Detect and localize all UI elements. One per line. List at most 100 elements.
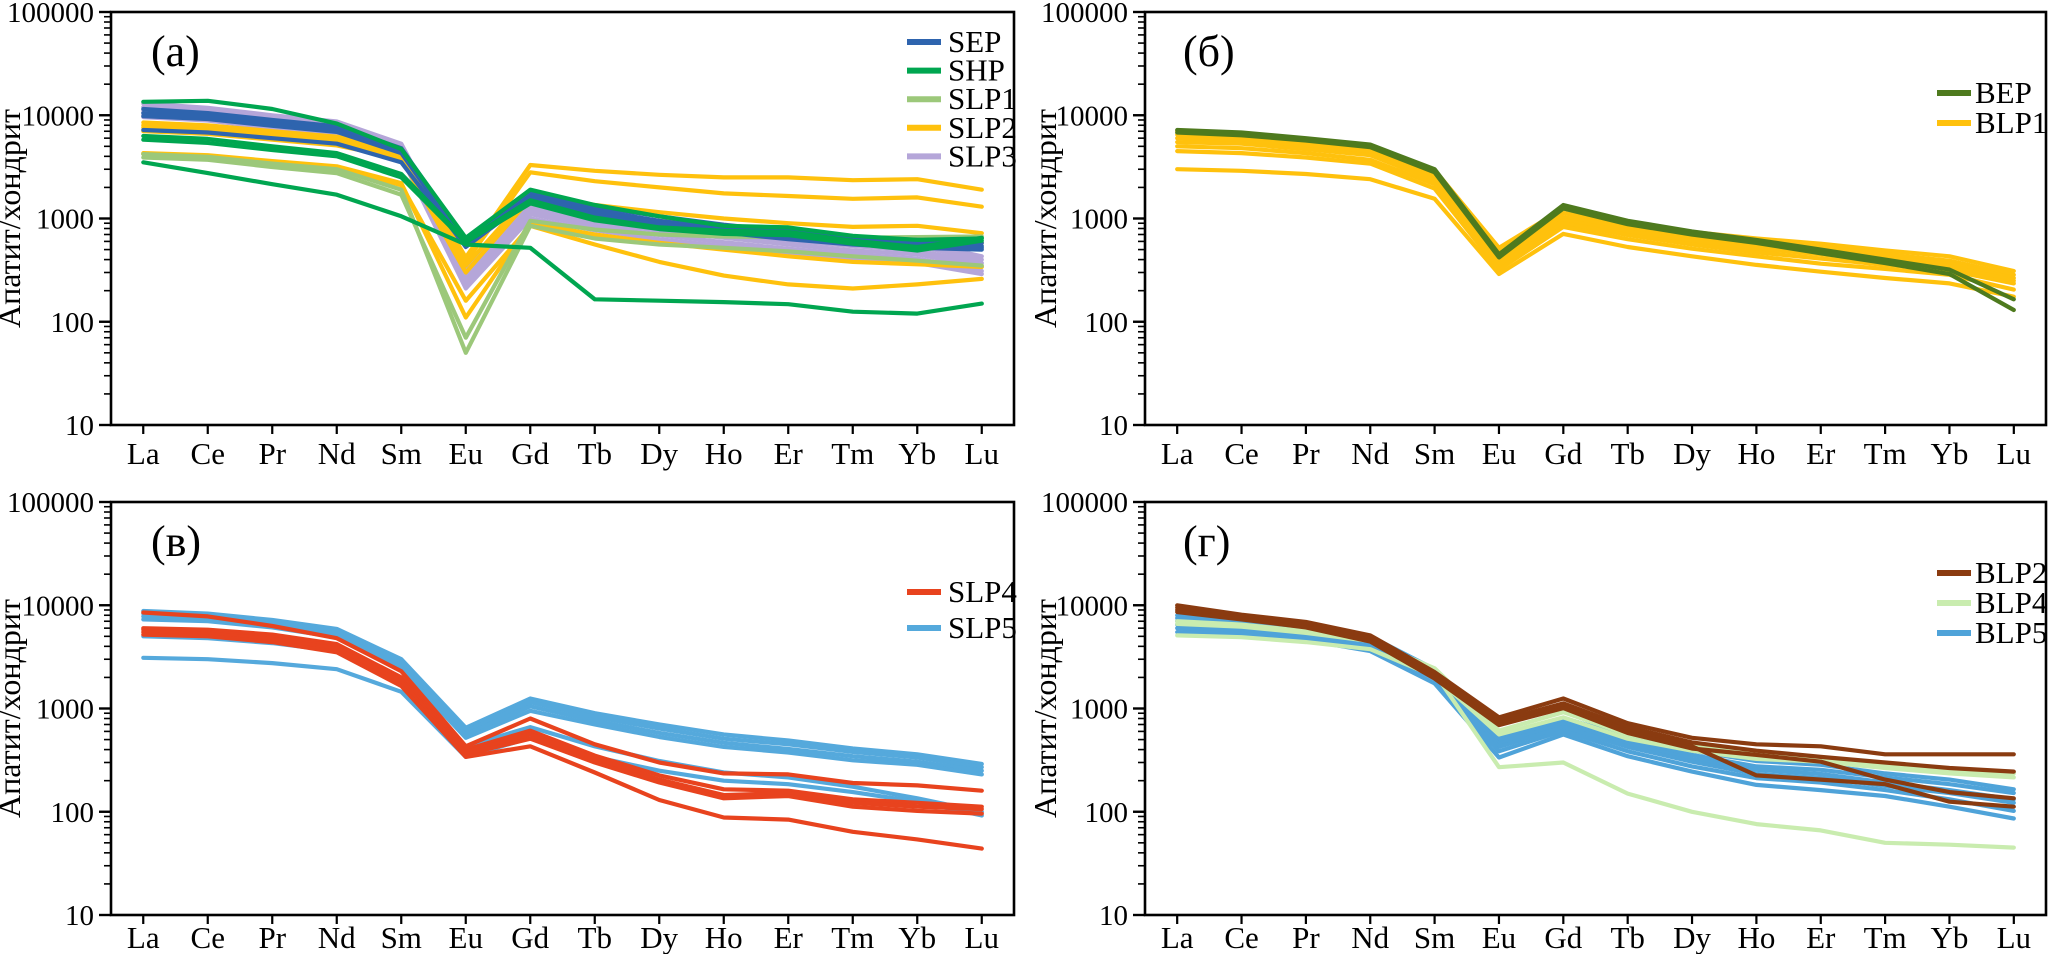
x-tick-label: Gd bbox=[1544, 920, 1582, 954]
series-line-slp4 bbox=[141, 632, 984, 851]
x-tick-label: Eu bbox=[449, 920, 483, 954]
y-tick-label: 10 bbox=[65, 900, 94, 932]
series-line-slp2 bbox=[141, 123, 984, 264]
x-axis-ticks: La Ce Pr Nd Sm Eu Gd Tb Dy Ho Er Tm Yb Lu bbox=[1161, 425, 2031, 471]
x-tick-label: Er bbox=[1806, 920, 1836, 954]
legend-label-blp4: BLP4 bbox=[1975, 585, 2048, 620]
y-tick-label: 100 bbox=[1085, 307, 1129, 339]
series-lines bbox=[141, 608, 984, 851]
legend-label-slp2: SLP2 bbox=[948, 110, 1017, 145]
series-lines bbox=[141, 98, 984, 355]
x-tick-label: Er bbox=[1806, 436, 1836, 471]
legend-label-shp: SHP bbox=[948, 53, 1005, 88]
x-tick-label: Eu bbox=[449, 436, 483, 471]
series-line-blp4 bbox=[1175, 633, 2016, 780]
x-tick-label: Nd bbox=[1351, 436, 1389, 471]
x-tick-label: Nd bbox=[318, 920, 356, 954]
panel-label: (в) bbox=[151, 517, 201, 566]
x-tick-label: Nd bbox=[318, 436, 356, 471]
x-tick-label: Sm bbox=[1414, 920, 1455, 954]
x-tick-label: Pr bbox=[258, 436, 286, 471]
y-tick-label: 100000 bbox=[1041, 0, 1128, 29]
x-tick-label: Ce bbox=[1224, 920, 1258, 954]
y-tick-label: 1000 bbox=[1070, 694, 1128, 726]
x-tick-label: Ce bbox=[191, 436, 225, 471]
y-axis-title: Апатит/хондрит bbox=[1027, 599, 1063, 818]
series-line-shp bbox=[141, 133, 984, 250]
x-axis-ticks: La Ce Pr Nd Sm Eu Gd Tb Dy Ho Er Tm Yb Lu bbox=[127, 425, 999, 471]
y-tick-label: 1000 bbox=[36, 694, 94, 726]
y-axis-title: Апатит/хондрит bbox=[1027, 109, 1063, 328]
y-tick-label: 10 bbox=[65, 410, 94, 442]
panel-label: (б) bbox=[1183, 27, 1235, 76]
plot-frame bbox=[1143, 500, 2048, 917]
series-line-slp4 bbox=[141, 610, 984, 793]
x-tick-label: Ho bbox=[705, 436, 743, 471]
x-tick-label: Dy bbox=[1673, 920, 1711, 954]
x-tick-label: Tm bbox=[831, 920, 874, 954]
y-tick-label: 100000 bbox=[7, 487, 94, 519]
x-tick-label: Sm bbox=[381, 436, 422, 471]
x-tick-label: Dy bbox=[640, 436, 678, 471]
y-tick-label: 100000 bbox=[7, 0, 94, 29]
series-line-shp bbox=[141, 160, 984, 316]
legend-label-blp5: BLP5 bbox=[1975, 615, 2047, 650]
series-line-blp1 bbox=[1175, 144, 2016, 286]
y-tick-label: 100 bbox=[51, 797, 95, 829]
series-line-blp2 bbox=[1175, 609, 2016, 801]
series-line-blp2 bbox=[1175, 603, 2016, 757]
x-tick-label: Pr bbox=[1292, 436, 1320, 471]
x-tick-label: Ho bbox=[705, 920, 743, 954]
x-tick-label: Sm bbox=[381, 920, 422, 954]
x-tick-label: Tb bbox=[1610, 920, 1644, 954]
x-tick-label: Gd bbox=[1544, 436, 1582, 471]
x-tick-label: Lu bbox=[965, 920, 999, 954]
legend-label-slp5: SLP5 bbox=[948, 610, 1017, 645]
series-line-slp4 bbox=[141, 626, 984, 809]
legend-label-blp2: BLP2 bbox=[1975, 555, 2047, 590]
x-tick-label: Tm bbox=[1864, 920, 1907, 954]
panel-v: 10 100 1000 10000 100000 La Ce Pr Nd Sm Eu Gd Tb Dy Ho… bbox=[0, 487, 1017, 954]
y-axis-ticks: 10 100 1000 10000 100000 bbox=[1041, 487, 1145, 932]
y-tick-label: 10000 bbox=[1056, 590, 1129, 622]
x-tick-label: Pr bbox=[1292, 920, 1320, 954]
x-tick-label: Lu bbox=[1997, 920, 2031, 954]
x-tick-label: Gd bbox=[511, 920, 549, 954]
x-tick-label: Er bbox=[774, 920, 804, 954]
x-tick-label: Pr bbox=[258, 920, 286, 954]
x-tick-label: La bbox=[1161, 920, 1194, 954]
x-tick-label: Yb bbox=[1931, 436, 1969, 471]
y-tick-label: 10 bbox=[1099, 900, 1128, 932]
x-tick-label: Ho bbox=[1737, 920, 1775, 954]
x-tick-label: La bbox=[127, 920, 160, 954]
legend-label-blp1: BLP1 bbox=[1975, 105, 2047, 140]
x-tick-label: Tm bbox=[831, 436, 874, 471]
series-line-slp1 bbox=[141, 152, 984, 355]
legend-label-slp1: SLP1 bbox=[948, 81, 1017, 116]
x-tick-label: Lu bbox=[1997, 436, 2031, 471]
x-tick-label: Eu bbox=[1482, 436, 1516, 471]
y-tick-label: 1000 bbox=[36, 204, 94, 236]
series-line-shp bbox=[141, 98, 984, 242]
series-line-blp1 bbox=[1175, 167, 2016, 299]
x-tick-label: Ho bbox=[1737, 436, 1775, 471]
x-tick-label: Sm bbox=[1414, 436, 1455, 471]
x-tick-label: Nd bbox=[1351, 920, 1389, 954]
x-tick-label: Gd bbox=[511, 436, 549, 471]
legend-label-slp3: SLP3 bbox=[948, 138, 1017, 173]
x-tick-label: Ce bbox=[191, 920, 225, 954]
y-tick-label: 10000 bbox=[22, 100, 95, 132]
y-tick-label: 10000 bbox=[22, 590, 95, 622]
legend-label-slp4: SLP4 bbox=[948, 574, 1017, 609]
x-tick-label: Lu bbox=[965, 436, 999, 471]
y-axis-ticks: 10 100 1000 10000 100000 bbox=[1041, 0, 1145, 442]
x-tick-label: Yb bbox=[1931, 920, 1969, 954]
series-line-blp4 bbox=[1175, 621, 2016, 776]
series-line-shp bbox=[141, 137, 984, 253]
panel-a: 10 100 1000 10000 100000 La Ce Pr Nd Sm Eu Gd Tb Dy Ho… bbox=[0, 0, 1017, 471]
series-line-slp2 bbox=[141, 120, 984, 260]
